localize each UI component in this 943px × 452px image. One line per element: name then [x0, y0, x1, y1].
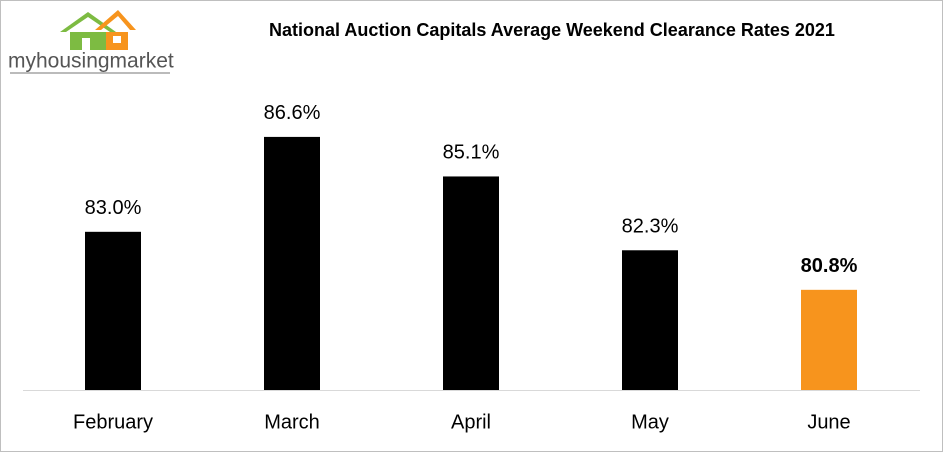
bar — [801, 289, 857, 390]
data-label: 86.6% — [264, 102, 321, 124]
x-tick-label: April — [451, 411, 491, 433]
bar — [85, 231, 141, 390]
x-tick-label: March — [264, 411, 320, 433]
data-label: 80.8% — [801, 255, 858, 277]
data-label: 83.0% — [85, 197, 142, 219]
logo-text: myhousingmarket — [8, 50, 174, 73]
data-label: 82.3% — [622, 216, 679, 238]
logo-icon — [10, 10, 170, 74]
bar — [443, 176, 499, 390]
chart-title: National Auction Capitals Average Weeken… — [269, 20, 835, 40]
x-tick-label: May — [631, 411, 669, 433]
bar — [264, 136, 320, 390]
data-label: 85.1% — [443, 142, 500, 164]
x-tick-label: February — [73, 411, 153, 433]
bar — [622, 250, 678, 390]
x-tick-label: June — [807, 411, 850, 433]
